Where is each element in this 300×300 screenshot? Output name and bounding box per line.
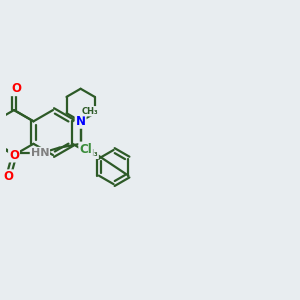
Text: N: N: [76, 115, 85, 128]
Text: CH₃: CH₃: [82, 107, 98, 116]
Text: O: O: [9, 148, 19, 161]
Text: HN: HN: [31, 148, 49, 158]
Text: CH₃: CH₃: [82, 149, 98, 158]
Text: O: O: [11, 82, 21, 95]
Text: Cl: Cl: [79, 142, 92, 155]
Text: O: O: [3, 170, 13, 183]
